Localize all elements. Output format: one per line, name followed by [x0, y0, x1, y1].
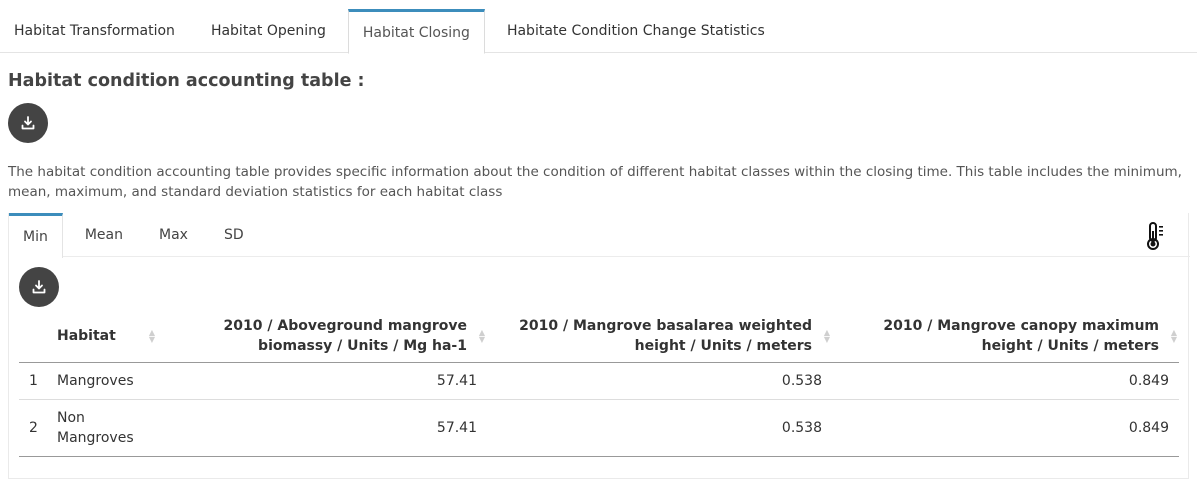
canopy-height-value: 0.849	[832, 399, 1179, 457]
download-statistics-button[interactable]	[19, 267, 59, 307]
canopy-height-value: 0.849	[832, 362, 1179, 400]
column-header-basalarea-height[interactable]: 2010 / Mangrove basalarea weighted heigh…	[487, 310, 832, 363]
column-header-label: 2010 / Aboveground mangrove biomassy / U…	[223, 318, 467, 354]
tab-max[interactable]: Max	[159, 227, 188, 243]
sort-icon: ▲ ▼	[478, 328, 485, 344]
column-header-label: Habitat	[57, 328, 116, 344]
basalarea-height-value: 0.538	[487, 362, 832, 400]
tab-mean[interactable]: Mean	[84, 227, 123, 243]
row-index: 2	[19, 399, 47, 457]
thermometer-icon	[1147, 222, 1163, 250]
sort-icon: ▲ ▼	[148, 328, 155, 344]
habitat-name-label: Non Mangroves	[57, 410, 134, 446]
column-header-label: 2010 / Mangrove basalarea weighted heigh…	[519, 318, 812, 354]
statistic-tabs: Min Mean Max SD	[9, 213, 1190, 258]
table-header-row: Habitat ▲ ▼ 2010 / Aboveground mangrove b…	[19, 310, 1179, 363]
column-header-canopy-height[interactable]: 2010 / Mangrove canopy maximum height / …	[832, 310, 1179, 363]
table-row[interactable]: 1 Mangroves 57.41 0.538 0.849	[19, 362, 1179, 400]
row-index: 1	[19, 362, 47, 400]
table-row[interactable]: 2 Non Mangroves 57.41 0.538 0.849	[19, 399, 1179, 457]
basalarea-height-value: 0.538	[487, 399, 832, 457]
biomass-value: 57.41	[157, 362, 487, 400]
statistics-box: Min Mean Max SD Habitat ▲ ▼ 201	[8, 213, 1190, 479]
download-table-button[interactable]	[8, 103, 48, 143]
download-icon	[21, 116, 35, 130]
column-header-label: 2010 / Mangrove canopy maximum height / …	[883, 318, 1159, 354]
tab-min[interactable]: Min	[9, 213, 63, 258]
section-description: The habitat condition accounting table p…	[8, 164, 1182, 200]
download-icon	[32, 280, 46, 294]
habitat-name: Mangroves	[47, 362, 157, 400]
tab-habitat-transformation[interactable]: Habitat Transformation	[14, 23, 175, 39]
tab-habitat-closing[interactable]: Habitat Closing	[347, 9, 485, 54]
tab-habitat-condition-change-statistics[interactable]: Habitate Condition Change Statistics	[506, 23, 765, 39]
section-title: Habitat condition accounting table :	[8, 71, 365, 91]
column-header-habitat[interactable]: Habitat ▲ ▼	[47, 310, 157, 363]
top-tabs: Habitat Transformation Habitat Opening H…	[0, 9, 1197, 54]
biomass-value: 57.41	[157, 399, 487, 457]
habitat-name: Non Mangroves	[47, 399, 157, 457]
habitat-condition-table: Habitat ▲ ▼ 2010 / Aboveground mangrove b…	[19, 310, 1179, 457]
tab-sd[interactable]: SD	[223, 227, 244, 243]
tab-habitat-opening[interactable]: Habitat Opening	[210, 23, 326, 39]
sort-icon: ▲ ▼	[1170, 328, 1177, 344]
column-header-index	[19, 310, 47, 363]
column-header-biomass[interactable]: 2010 / Aboveground mangrove biomassy / U…	[157, 310, 487, 363]
sort-icon: ▲ ▼	[823, 328, 830, 344]
